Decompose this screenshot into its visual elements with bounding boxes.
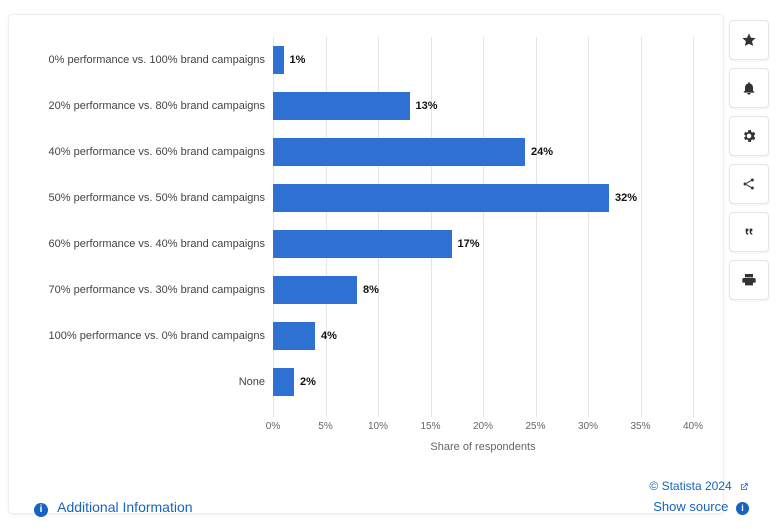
quote-icon [741,224,757,240]
x-tick: 5% [318,421,332,432]
x-tick: 15% [420,421,440,432]
y-axis-label: 70% performance vs. 30% brand campaigns [49,284,265,296]
additional-info-link[interactable]: i Additional Information [34,499,193,517]
x-tick: 35% [630,421,650,432]
bar-value-label: 2% [300,376,316,388]
gridline [641,37,642,417]
print-button[interactable] [729,260,769,300]
gridline [536,37,537,417]
y-axis-label: 50% performance vs. 50% brand campaigns [49,192,265,204]
bar-value-label: 32% [615,192,637,204]
copyright-text: © Statista 2024 [649,479,749,493]
copyright-label: © Statista 2024 [649,479,731,493]
print-icon [741,272,757,288]
favorite-button[interactable] [729,20,769,60]
x-tick: 40% [683,421,703,432]
x-tick: 20% [473,421,493,432]
chart-plot: Share of respondents 0%5%10%15%20%25%30%… [273,37,693,417]
bar: 32% [273,184,609,212]
x-tick: 25% [525,421,545,432]
x-axis-title: Share of respondents [430,441,535,453]
gridline [483,37,484,417]
chart-card: Share of respondents 0% 5% 10% 15% 20% 25% 30%… [8,14,724,514]
chart-toolbar [729,20,769,300]
info-icon: i [34,503,48,517]
y-axis-label: 60% performance vs. 40% brand campaigns [49,238,265,250]
y-axis-label: 100% performance vs. 0% brand campaigns [49,330,265,342]
y-axis-label: 0% performance vs. 100% brand campaigns [49,54,265,66]
cite-button[interactable] [729,212,769,252]
bar: 1% [273,46,284,74]
bar: 8% [273,276,357,304]
chart-area: Share of respondents 0%5%10%15%20%25%30%… [27,37,715,445]
bar: 17% [273,230,452,258]
notify-button[interactable] [729,68,769,108]
y-axis-label: 40% performance vs. 60% brand campaigns [49,146,265,158]
bar: 4% [273,322,315,350]
bar: 24% [273,138,525,166]
gridline [588,37,589,417]
settings-button[interactable] [729,116,769,156]
share-button[interactable] [729,164,769,204]
gridline [431,37,432,417]
gridline [693,37,694,417]
x-tick: 10% [368,421,388,432]
show-source-label: Show source [653,499,728,514]
external-link-icon [739,482,749,492]
gear-icon [741,128,757,144]
bar: 2% [273,368,294,396]
x-tick: 0% [266,421,280,432]
chart-footer: © Statista 2024 Show source i i Addition… [8,479,769,529]
x-tick: 30% [578,421,598,432]
bar-value-label: 1% [290,54,306,66]
y-axis-label: None [239,376,265,388]
bar-value-label: 13% [416,100,438,112]
star-icon [741,32,757,48]
bar: 13% [273,92,410,120]
info-icon: i [736,502,749,515]
show-source-link[interactable]: Show source i [653,499,749,515]
bell-icon [741,80,757,96]
share-icon [741,176,757,192]
bar-value-label: 4% [321,330,337,342]
y-axis-label: 20% performance vs. 80% brand campaigns [49,100,265,112]
bar-value-label: 8% [363,284,379,296]
bar-value-label: 24% [531,146,553,158]
bar-value-label: 17% [458,238,480,250]
additional-info-label: Additional Information [57,499,192,515]
